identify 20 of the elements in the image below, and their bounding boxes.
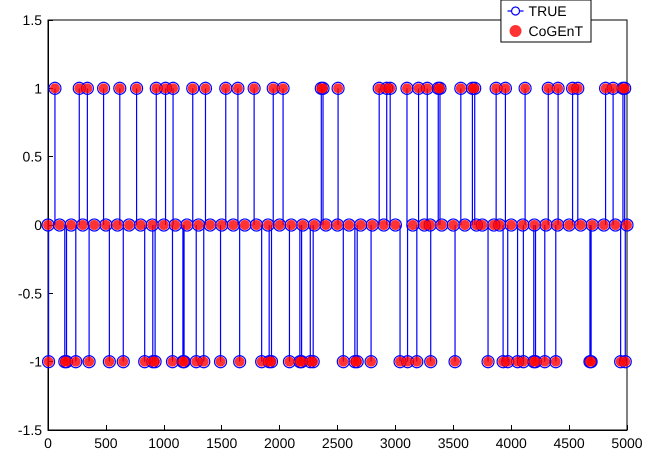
x-tick-label: 2000: [264, 435, 296, 451]
y-tick-label: 1: [34, 80, 42, 96]
y-tick-label: 0: [34, 217, 42, 233]
x-tick-label: 1000: [148, 435, 180, 451]
y-tick-label: -1.5: [18, 422, 42, 438]
legend-label: TRUE: [528, 3, 567, 19]
y-tick-label: 0.5: [22, 148, 42, 165]
x-tick-label: 3000: [380, 435, 412, 451]
x-tick-label: 5000: [611, 435, 643, 451]
y-tick-label: -1: [30, 354, 42, 370]
x-tick-label: 4000: [496, 435, 527, 451]
y-tick-label: -0.5: [18, 285, 42, 302]
x-tick-label: 0: [44, 435, 52, 451]
x-tick-label: 500: [94, 435, 118, 451]
x-tick-label: 1500: [206, 435, 238, 451]
x-tick-label: 2500: [322, 435, 354, 451]
x-tick-label: 3500: [438, 435, 470, 451]
y-tick-label: 1.5: [22, 12, 42, 28]
legend-label: CoGEnT: [528, 23, 584, 39]
x-tick-label: 4500: [554, 435, 585, 451]
